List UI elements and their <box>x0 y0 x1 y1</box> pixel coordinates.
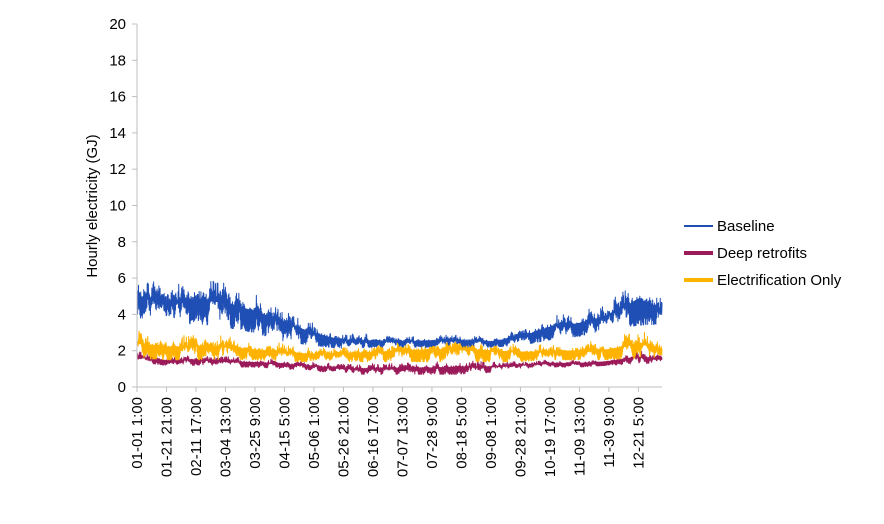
x-tick-label: 04-15 5:00 <box>276 397 293 469</box>
x-tick-label: 05-26 21:00 <box>335 397 352 477</box>
x-tick-label: 01-01 1:00 <box>129 397 146 469</box>
x-tick-label: 08-18 5:00 <box>453 397 470 469</box>
x-tick-label: 07-28 9:00 <box>424 397 441 469</box>
y-tick-label: 10 <box>109 198 126 215</box>
y-tick-label: 20 <box>109 16 126 33</box>
x-tick-label: 02-11 17:00 <box>188 397 205 476</box>
x-tick-label: 03-25 9:00 <box>247 397 264 469</box>
x-tick-label: 07-07 13:00 <box>394 397 411 477</box>
y-tick-label: 8 <box>118 234 126 251</box>
y-tick-label: 2 <box>118 343 126 360</box>
x-tick-label: 01-21 21:00 <box>158 397 175 477</box>
series-line-baseline <box>136 280 663 349</box>
x-tick-label: 11-09 13:00 <box>571 397 588 476</box>
y-tick-label: 0 <box>118 379 126 396</box>
legend-label-baseline: Baseline <box>717 218 775 235</box>
x-tick-label: 03-04 13:00 <box>217 397 234 477</box>
y-tick-label: 14 <box>109 125 126 142</box>
legend-label-electrification-only: Electrification Only <box>717 272 842 289</box>
y-tick-label: 18 <box>109 52 126 69</box>
x-tick-label: 10-19 17:00 <box>542 397 559 477</box>
y-tick-label: 16 <box>109 89 126 106</box>
x-tick-label: 05-06 1:00 <box>306 397 323 469</box>
y-axis-ticks: 0 2 4 6 8 10 12 14 16 18 20 <box>109 16 137 396</box>
series-line-electrification-only <box>136 330 663 363</box>
legend: Baseline Deep retrofits Electrification … <box>684 218 842 289</box>
x-tick-label: 09-28 21:00 <box>512 397 529 477</box>
x-tick-label: 12-21 5:00 <box>630 397 647 469</box>
y-tick-label: 4 <box>118 306 126 323</box>
x-tick-label: 09-08 1:00 <box>483 397 500 469</box>
y-tick-label: 12 <box>109 161 126 178</box>
x-axis-ticks: 01-01 1:00 01-21 21:00 02-11 17:00 03-04 13… <box>129 387 647 477</box>
series-layer <box>136 280 663 375</box>
y-axis-title: Hourly electricity (GJ) <box>84 134 101 277</box>
y-tick-label: 6 <box>118 270 126 287</box>
legend-label-deep-retrofits: Deep retrofits <box>717 245 807 262</box>
x-tick-label: 06-16 17:00 <box>365 397 382 477</box>
series-line-deep-retrofits <box>136 350 663 375</box>
x-tick-label: 11-30 9:00 <box>601 397 618 468</box>
